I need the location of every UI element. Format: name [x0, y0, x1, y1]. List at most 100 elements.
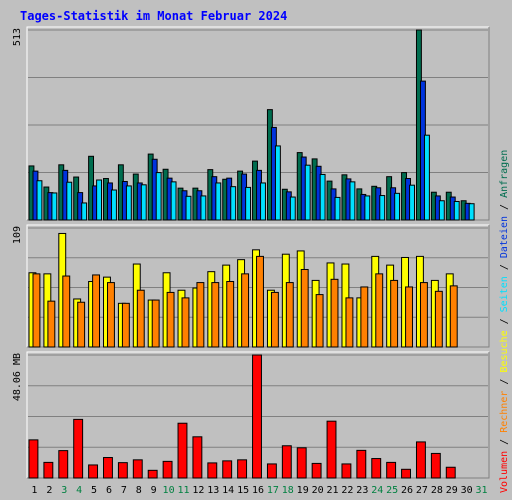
bar-volumen-day-28 [430, 452, 441, 479]
series-rechner [32, 255, 458, 348]
bar-seiten-day-11 [185, 195, 192, 221]
day-label-24: 24 [371, 485, 383, 496]
bar-seiten-day-29 [453, 200, 460, 221]
bar-volumen-day-8 [132, 459, 143, 479]
bar-seiten-day-12 [200, 195, 207, 221]
bar-seiten-day-10 [170, 181, 177, 221]
bar-seiten-day-19 [304, 164, 311, 221]
bar-seiten-day-16 [260, 182, 266, 221]
day-label-17: 17 [267, 485, 279, 496]
bar-volumen-day-27 [415, 441, 426, 479]
bar-rechner-day-14 [226, 280, 235, 348]
day-label-12: 12 [192, 485, 204, 496]
panel-top: 513 [12, 26, 490, 221]
day-label-26: 26 [401, 485, 413, 496]
series-volumen [28, 354, 456, 479]
bar-volumen-day-19 [296, 447, 307, 479]
panel-frame-light [26, 26, 489, 220]
bar-rechner-day-8 [136, 289, 145, 348]
series-seiten [36, 134, 475, 221]
legend-item: / [499, 204, 510, 216]
bar-volumen-day-7 [117, 462, 128, 479]
bar-rechner-day-5 [92, 274, 101, 348]
bar-rechner-day-25 [390, 279, 399, 348]
bar-seiten-day-25 [394, 192, 401, 221]
bar-rechner-day-9 [151, 299, 160, 348]
legend-item: Besuche [499, 330, 510, 378]
day-label-6: 6 [106, 485, 112, 496]
bar-seiten-day-4 [81, 202, 88, 221]
day-label-2: 2 [46, 485, 52, 496]
series-legend: Volumen / Rechner / Besuche / Seiten / D… [499, 150, 510, 493]
bar-volumen-day-23 [356, 449, 367, 479]
bar-seiten-day-23 [364, 195, 371, 221]
bar-seiten-day-13 [215, 182, 222, 221]
bar-rechner-day-28 [434, 290, 443, 348]
bar-seiten-day-14 [230, 186, 237, 221]
bar-rechner-day-16 [256, 255, 264, 348]
bar-seiten-day-21 [334, 196, 341, 221]
legend-item: Anfragen [499, 150, 510, 204]
bar-seiten-day-24 [379, 195, 386, 221]
panel-bottom: 48.06 MB [12, 351, 490, 479]
day-label-16: 16 [252, 485, 264, 496]
day-label-23: 23 [356, 485, 368, 496]
bar-volumen-day-12 [192, 436, 203, 479]
day-label-19: 19 [297, 485, 309, 496]
bar-seiten-day-22 [349, 181, 356, 221]
day-label-29: 29 [446, 485, 458, 496]
day-label-14: 14 [222, 485, 234, 496]
panel-frame-light [26, 224, 489, 347]
bar-rechner-day-29 [449, 285, 458, 348]
bar-volumen-day-13 [207, 462, 218, 479]
bar-volumen-day-6 [103, 457, 113, 479]
panel-frame-light [26, 351, 489, 478]
day-label-7: 7 [121, 485, 127, 496]
bar-rechner-day-11 [181, 297, 190, 348]
day-label-1: 1 [31, 485, 37, 496]
bar-rechner-day-19 [300, 268, 309, 348]
series-besuche [28, 232, 454, 348]
bar-volumen-day-15 [237, 459, 248, 479]
bar-volumen-day-18 [281, 445, 292, 479]
bar-volumen-day-25 [386, 461, 397, 479]
bar-rechner-day-24 [375, 273, 384, 348]
bar-volumen-day-9 [147, 469, 158, 479]
day-label-27: 27 [416, 485, 428, 496]
bar-seiten-day-26 [409, 184, 415, 221]
bar-volumen-day-21 [326, 420, 337, 479]
bar-rechner-day-1 [32, 273, 41, 348]
bar-seiten-day-2 [51, 192, 58, 221]
day-label-28: 28 [431, 485, 443, 496]
day-label-30: 30 [461, 485, 473, 496]
bar-rechner-day-17 [270, 291, 279, 348]
axis-max-label: 513 [12, 28, 23, 46]
panel-middle: 109 [12, 224, 490, 348]
bar-rechner-day-2 [47, 300, 56, 348]
bar-rechner-day-6 [107, 282, 115, 348]
day-label-8: 8 [136, 485, 142, 496]
legend-item: Rechner [499, 391, 510, 439]
bar-seiten-day-3 [66, 181, 73, 221]
bar-seiten-day-5 [96, 179, 103, 221]
bar-seiten-day-9 [155, 172, 162, 221]
bar-seiten-day-6 [111, 189, 117, 221]
chart-panels: 513 109 48.06 MB [12, 26, 490, 479]
day-labels: 1 2 3 4 5 6 7 8 9 10 11 12 13 14 15 16 17 18 19 20 21 22 23 24 2… [31, 485, 487, 496]
bar-volumen-day-4 [73, 418, 84, 479]
bar-rechner-day-7 [121, 302, 130, 348]
legend-item: / [499, 379, 510, 391]
day-label-18: 18 [282, 485, 294, 496]
day-label-11: 11 [177, 485, 189, 496]
bar-seiten-day-1 [36, 180, 43, 221]
legend-item: / [499, 264, 510, 276]
legend-item: Volumen [499, 451, 510, 493]
bar-rechner-day-13 [211, 282, 220, 348]
day-label-5: 5 [91, 485, 97, 496]
bar-rechner-day-10 [166, 291, 175, 348]
bar-rechner-day-23 [360, 286, 369, 348]
bar-seiten-day-18 [289, 196, 296, 221]
chart-title: Tages-Statistik im Monat Februar 2024 [20, 9, 287, 23]
bar-volumen-day-1 [28, 439, 39, 479]
